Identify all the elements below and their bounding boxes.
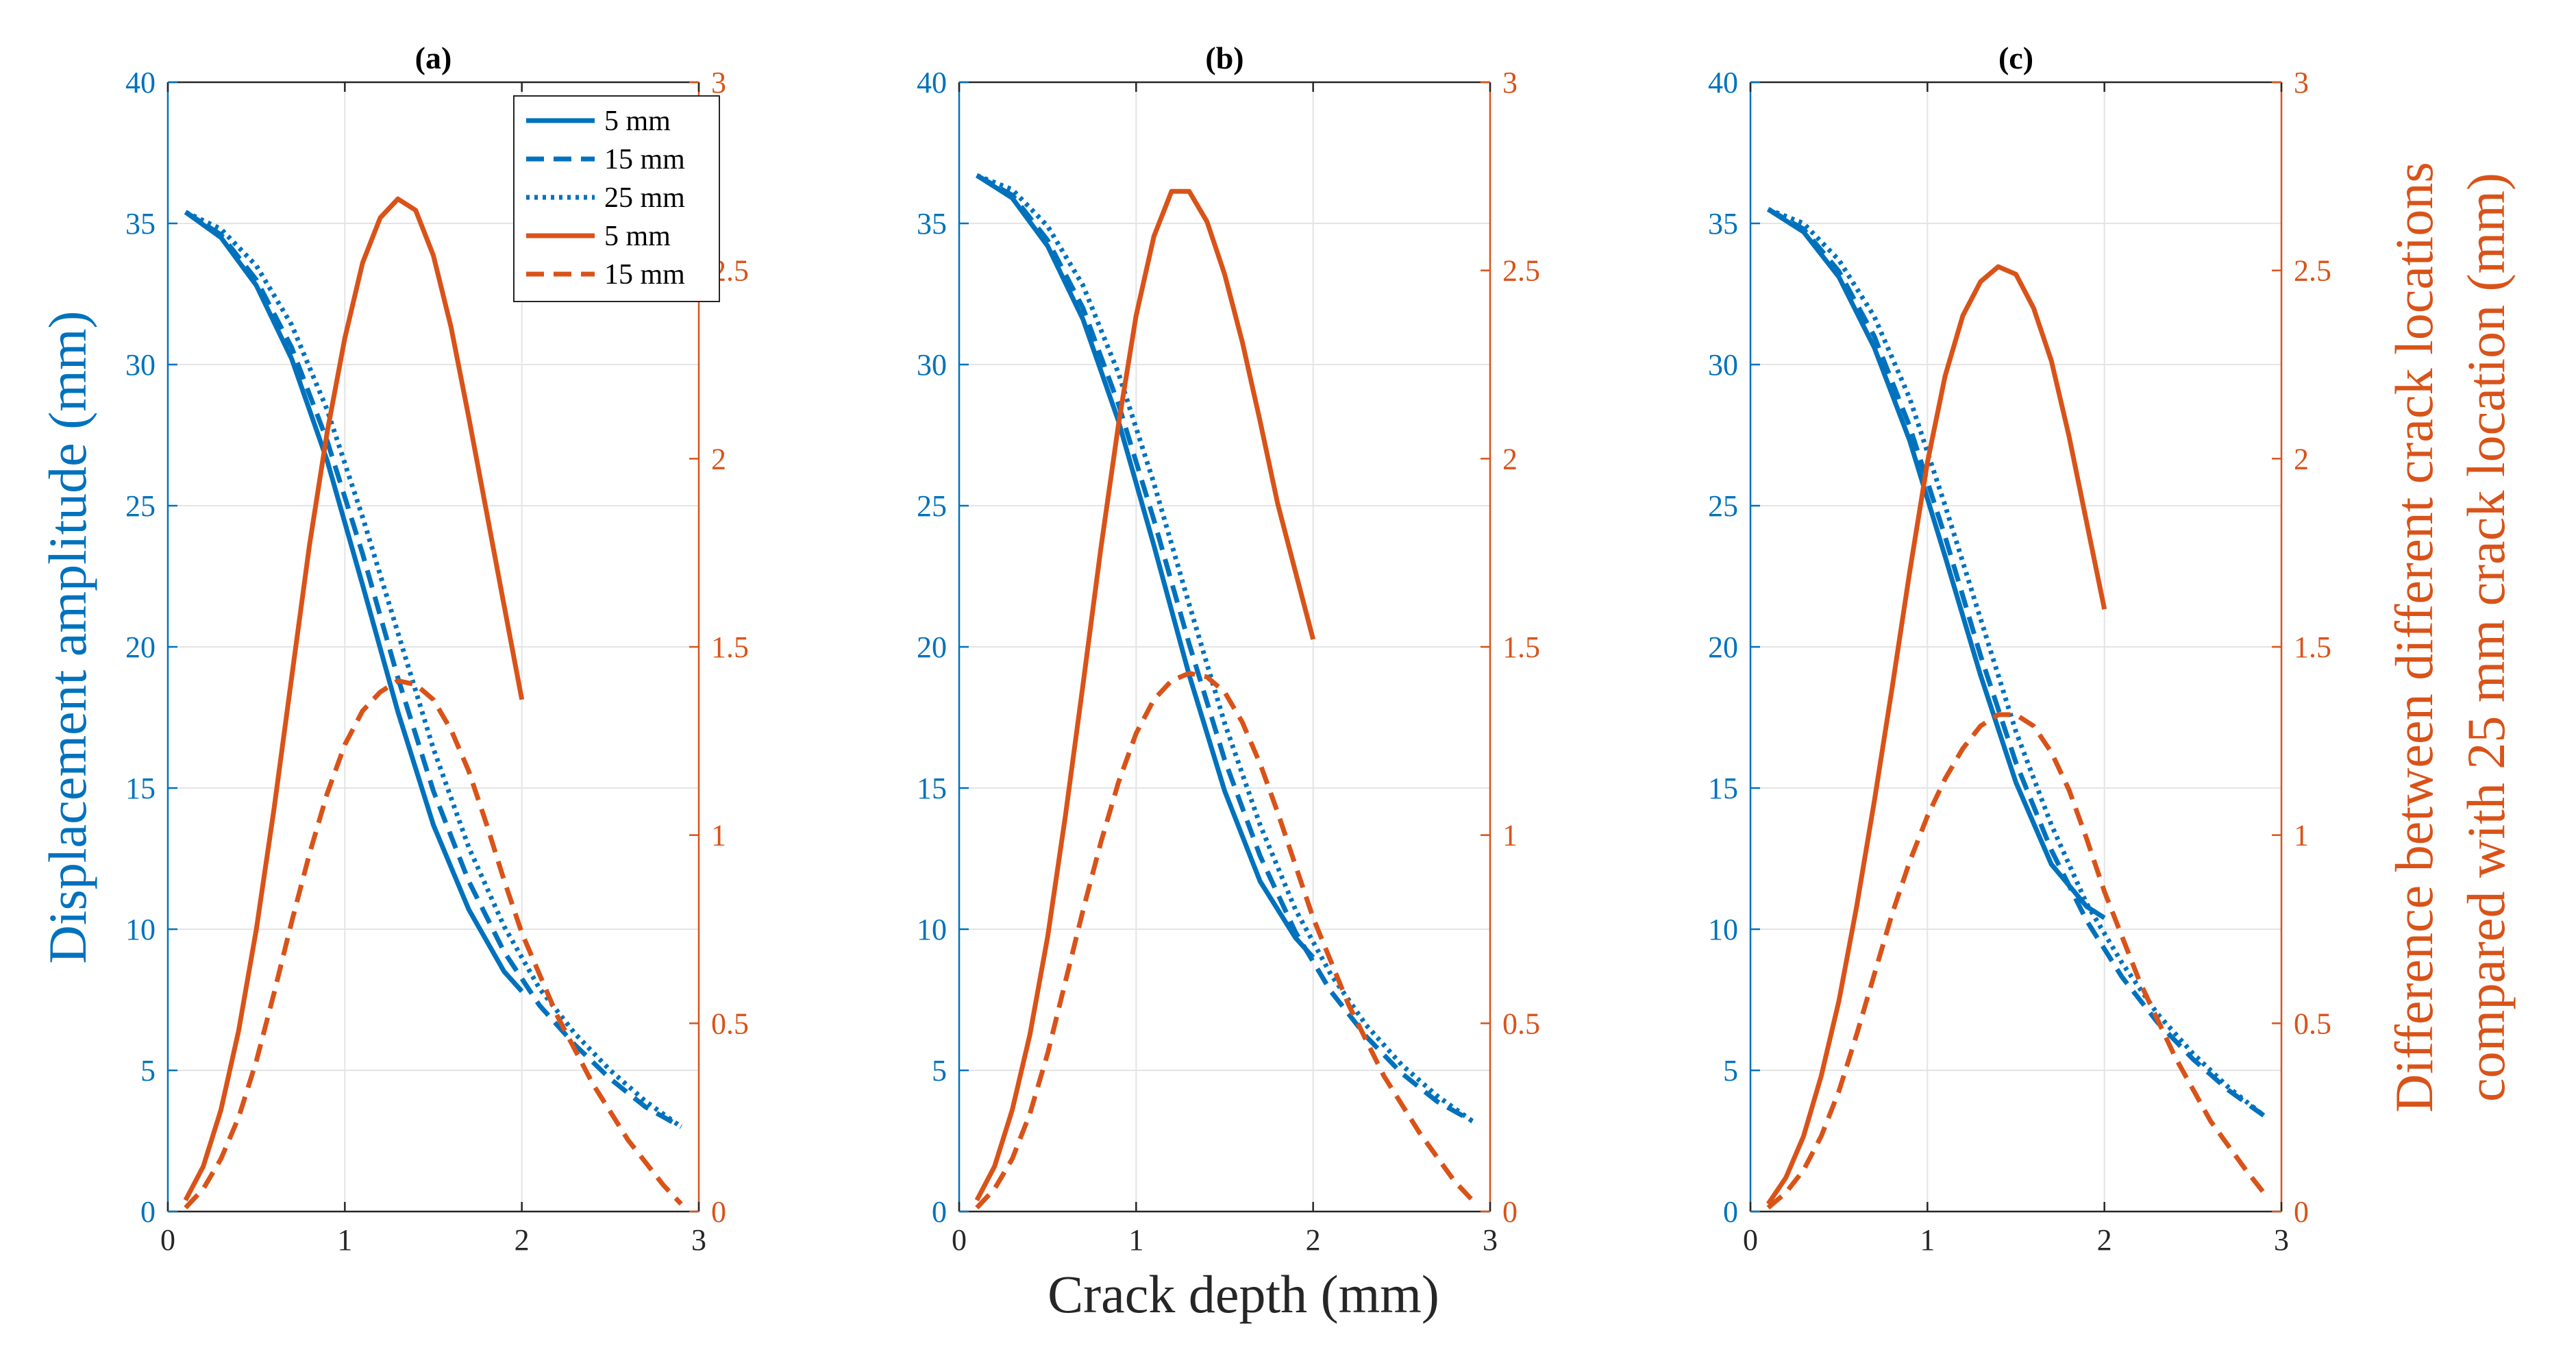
left-y-tick-label: 10 xyxy=(917,913,947,946)
right-y-tick-label: 0.5 xyxy=(1502,1007,1540,1040)
right-y-tick-label: 1.5 xyxy=(711,630,749,664)
x-tick-label: 2 xyxy=(2097,1223,2112,1257)
x-tick-label: 1 xyxy=(1920,1223,1935,1257)
left-y-tick-label: 25 xyxy=(917,489,947,523)
x-axis-title: Crack depth (mm) xyxy=(1048,1264,1439,1324)
legend-label: 15 mm xyxy=(604,259,685,291)
series-line-left-25-mm-dotted xyxy=(976,173,1474,1124)
right-y-tick-label: 2 xyxy=(1502,442,1518,476)
series-line-left-25-mm-dotted xyxy=(1767,207,2266,1118)
left-y-tick-label: 25 xyxy=(125,489,156,523)
right-y-tick-label: 1 xyxy=(2294,819,2309,852)
x-tick-label: 2 xyxy=(1306,1223,1321,1257)
left-y-tick-label: 35 xyxy=(1708,207,1738,241)
left-y-tick-label: 30 xyxy=(125,348,156,382)
series-line-right-15-mm-dashed xyxy=(184,678,683,1209)
series-line-right-5-mm-solid xyxy=(183,196,525,1202)
x-tick-label: 3 xyxy=(1483,1223,1498,1257)
right-y-tick-label: 2.5 xyxy=(1502,254,1540,288)
series-line-left-15-mm-dashed xyxy=(976,173,1474,1124)
left-y-tick-label: 20 xyxy=(1708,630,1738,664)
left-y-tick-label: 0 xyxy=(932,1195,947,1229)
left-y-tick-label: 15 xyxy=(917,772,947,805)
right-y-tick-label: 3 xyxy=(711,66,726,99)
right-y-tick-label: 0 xyxy=(2294,1195,2309,1229)
right-y-tick-label: 1.5 xyxy=(2294,630,2331,664)
panel-title: (c) xyxy=(1998,40,2033,75)
right-y-tick-label: 0.5 xyxy=(2294,1007,2331,1040)
panel-title: (b) xyxy=(1205,40,1243,75)
right-y-tick-label: 0 xyxy=(711,1195,726,1229)
x-tick-label: 1 xyxy=(1128,1223,1143,1257)
series-line-right-5-mm-solid xyxy=(1766,264,2107,1205)
right-y-tick-label: 3 xyxy=(1502,66,1518,99)
left-y-tick-label: 40 xyxy=(1708,66,1738,99)
left-y-tick-label: 10 xyxy=(125,913,156,946)
right-y-tick-label: 2 xyxy=(711,442,726,476)
left-y-tick-label: 15 xyxy=(125,772,156,805)
left-y-tick-label: 20 xyxy=(125,630,156,664)
legend: 5 mm 15 mm 25 mm 5 mm 15 mm xyxy=(513,95,720,302)
legend-box xyxy=(513,95,720,302)
right-y-axis-title-line-2: compared with 25 mm crack location (mm) xyxy=(2456,173,2516,1102)
right-y-axis-title-line-1: Difference between different crack locat… xyxy=(2384,162,2444,1112)
x-tick-label: 0 xyxy=(952,1223,967,1257)
right-y-tick-label: 2 xyxy=(2294,442,2309,476)
x-tick-label: 1 xyxy=(337,1223,352,1257)
left-y-tick-label: 0 xyxy=(140,1195,156,1229)
left-y-tick-label: 40 xyxy=(917,66,947,99)
right-y-tick-label: 0.5 xyxy=(711,1007,749,1040)
left-y-tick-label: 15 xyxy=(1708,772,1738,805)
legend-label: 5 mm xyxy=(604,221,671,252)
series-line-right-5-mm-solid xyxy=(974,188,1316,1202)
series-line-left-15-mm-dashed xyxy=(184,210,682,1129)
left-y-tick-label: 30 xyxy=(1708,348,1738,382)
series-line-right-15-mm-dashed xyxy=(975,671,1474,1209)
left-y-tick-label: 40 xyxy=(125,66,156,99)
series-line-left-15-mm-dashed xyxy=(1767,207,2266,1118)
panel-title: (a) xyxy=(415,40,452,75)
x-tick-label: 0 xyxy=(160,1223,175,1257)
legend-label: 25 mm xyxy=(604,182,685,214)
series-line-left-5-mm-solid xyxy=(184,210,524,993)
right-y-tick-label: 1.5 xyxy=(1502,630,1540,664)
series-line-right-15-mm-dashed xyxy=(1766,712,2266,1210)
left-y-tick-label: 0 xyxy=(1723,1195,1738,1229)
x-tick-label: 2 xyxy=(515,1223,530,1257)
left-y-tick-label: 30 xyxy=(917,348,947,382)
right-y-tick-label: 1 xyxy=(711,819,726,852)
legend-label: 15 mm xyxy=(604,144,685,175)
right-y-tick-label: 3 xyxy=(2294,66,2309,99)
left-y-tick-label: 35 xyxy=(125,207,156,241)
left-y-tick-label: 5 xyxy=(932,1054,947,1087)
x-tick-label: 0 xyxy=(1743,1223,1758,1257)
left-y-tick-label: 5 xyxy=(1723,1054,1738,1087)
left-y-tick-label: 20 xyxy=(917,630,947,664)
x-tick-label: 3 xyxy=(691,1223,706,1257)
legend-label: 5 mm xyxy=(604,106,671,137)
series-line-left-5-mm-solid xyxy=(975,173,1315,959)
left-y-tick-label: 5 xyxy=(140,1054,156,1087)
left-y-tick-label: 25 xyxy=(1708,489,1738,523)
right-y-tick-label: 2.5 xyxy=(2294,254,2331,288)
left-y-tick-label: 35 xyxy=(917,207,947,241)
left-y-axis-title: Displacement amplitude (mm) xyxy=(38,310,97,963)
x-tick-label: 3 xyxy=(2274,1223,2289,1257)
right-y-tick-label: 1 xyxy=(1502,819,1518,852)
left-y-tick-label: 10 xyxy=(1708,913,1738,946)
right-y-tick-label: 0 xyxy=(1502,1195,1518,1229)
